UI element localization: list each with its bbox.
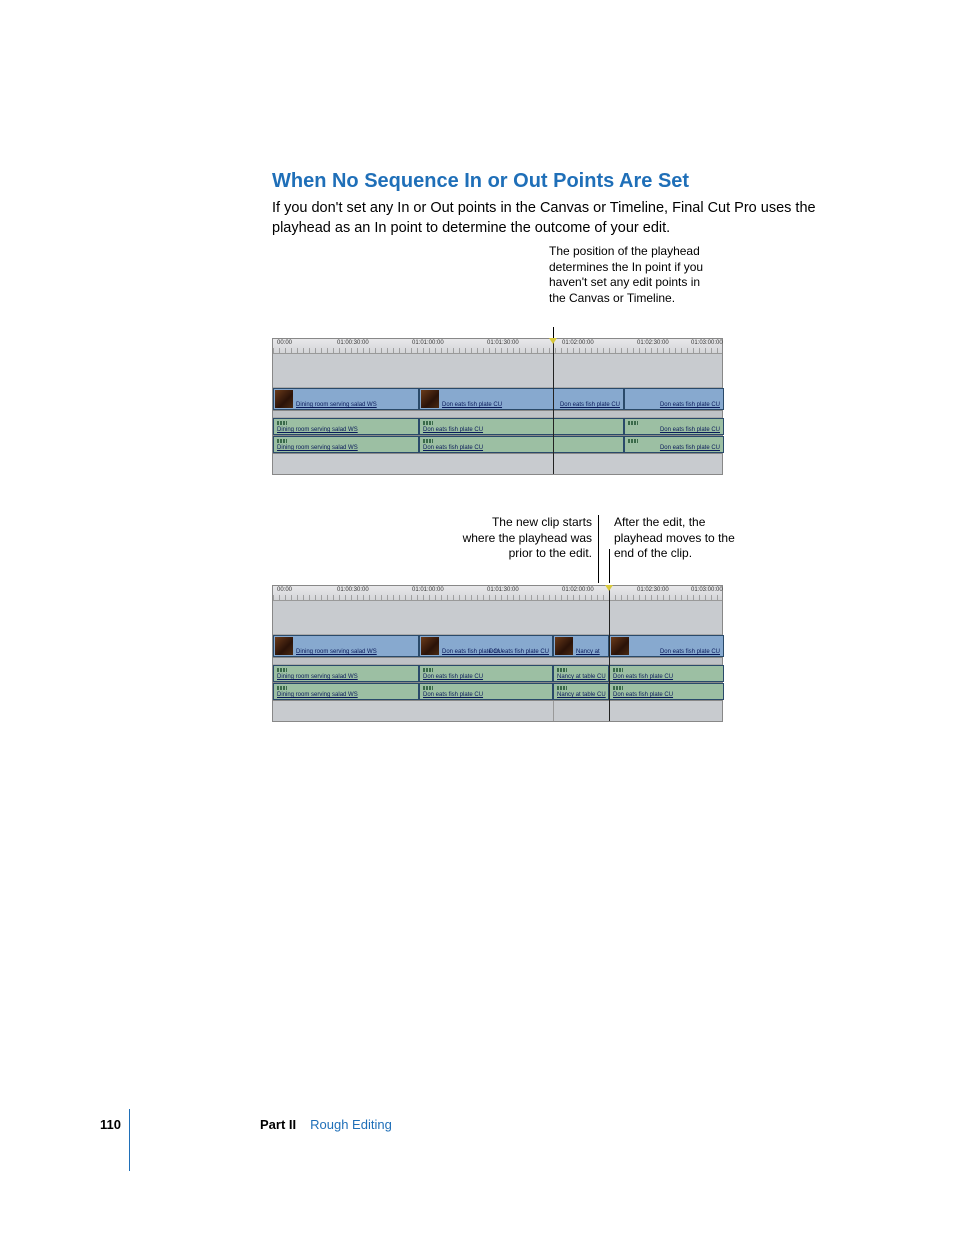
clip-label: Dining room serving salad WS [277,445,358,451]
audio-eq-icon [628,439,638,443]
clip-label: Don eats fish plate CU [660,445,720,451]
audio-eq-icon [628,421,638,425]
audio-eq-icon [277,421,287,425]
timecode-label: 00:00 [277,587,292,593]
audio-track-1: Dining room serving salad WS Don eats fis… [273,665,722,683]
video-track: Dining room serving salad WS Don eats fis… [273,635,722,658]
audio-eq-icon [277,686,287,690]
audio-clip: Don eats fish plate CU [609,665,724,682]
clip-thumbnail [421,390,439,408]
audio-eq-icon [613,686,623,690]
clip-thumbnail [555,637,573,655]
audio-clip: Don eats fish plate CU [419,665,553,682]
timecode-label: 01:01:00:00 [412,340,444,346]
audio-eq-icon [277,439,287,443]
timeline-ruler: 00:00 01:00:30:00 01:01:00:00 01:01:30:00 01… [273,586,722,601]
audio-track-2: Dining room serving salad WS Don eats fis… [273,436,722,454]
clip-label: Don eats fish plate CU [560,402,620,408]
timecode-label: 01:01:00:00 [412,587,444,593]
audio-clip: Nancy at table CU [553,683,609,700]
clip-label: Dining room serving salad WS [277,427,358,433]
clip-thumbnail [421,637,439,655]
playhead-icon [609,586,610,721]
section-heading: When No Sequence In or Out Points Are Se… [272,170,839,193]
timeline-after: 00:00 01:00:30:00 01:01:00:00 01:01:30:00 01… [272,585,723,722]
audio-clip: Dining room serving salad WS [273,665,419,682]
annotation-new-clip: The new clip starts where the playhead w… [458,515,592,562]
clip-label: Nancy at [576,649,600,655]
clip-label: Don eats fish plate CU [660,402,720,408]
audio-eq-icon [423,439,433,443]
audio-clip: Don eats fish plate CU [419,436,624,453]
clip-label: Don eats fish plate CU [423,427,483,433]
timeline-ruler: 00:00 01:00:30:00 01:01:00:00 01:01:30:00 01… [273,339,722,354]
audio-track-1: Dining room serving salad WS Don eats fis… [273,418,722,436]
video-clip: Dining room serving salad WS [273,635,419,657]
clip-label: Don eats fish plate CU [660,427,720,433]
audio-eq-icon [423,668,433,672]
audio-clip: Don eats fish plate CU [609,683,724,700]
audio-track-2: Dining room serving salad WS Don eats fis… [273,683,722,701]
timecode-label: 01:03:00:00 [691,340,723,346]
audio-clip: Dining room serving salad WS [273,436,419,453]
video-clip: Nancy at [553,635,609,657]
timecode-label: 01:01:30:00 [487,340,519,346]
audio-clip: Don eats fish plate CU [624,418,724,435]
clip-thumbnail [275,390,293,408]
timecode-label: 01:03:00:00 [691,587,723,593]
clip-label: Dining room serving salad WS [296,649,377,655]
playhead-icon [553,339,554,474]
video-clip: Dining room serving salad WS [273,388,419,410]
audio-clip: Nancy at table CU [553,665,609,682]
audio-eq-icon [277,668,287,672]
callout-line [609,549,610,583]
video-track: Dining room serving salad WS Don eats fis… [273,388,722,411]
audio-clip: Dining room serving salad WS [273,418,419,435]
video-clip: Don eats fish plate CU [609,635,724,657]
timecode-label: 01:02:00:00 [562,340,594,346]
clip-label: Don eats fish plate CU [660,649,720,655]
audio-eq-icon [557,668,567,672]
clip-label: Don eats fish plate CU [613,692,673,698]
part-label: Part IIRough Editing [260,1117,392,1132]
audio-eq-icon [557,686,567,690]
clip-label: Nancy at table CU [557,674,606,680]
timecode-label: 01:00:30:00 [337,340,369,346]
timecode-label: 01:02:00:00 [562,587,594,593]
clip-label: Don eats fish plate CU [442,402,502,408]
audio-eq-icon [423,421,433,425]
clip-label: Don eats fish plate CU [489,649,549,655]
audio-eq-icon [613,668,623,672]
video-clip: Don eats fish plate CU Don eats fish plat… [419,388,624,410]
timecode-label: 01:02:30:00 [637,340,669,346]
body-paragraph: If you don't set any In or Out points in… [272,199,839,238]
clip-label: Don eats fish plate CU [423,692,483,698]
clip-label: Dining room serving salad WS [296,402,377,408]
callout-line [553,327,554,338]
timecode-label: 01:02:30:00 [637,587,669,593]
clip-label: Nancy at table CU [557,692,606,698]
clip-label: Don eats fish plate CU [613,674,673,680]
clip-label: Don eats fish plate CU [423,445,483,451]
clip-thumbnail [611,637,629,655]
timeline-before: 00:00 01:00:30:00 01:01:00:00 01:01:30:00 01… [272,338,723,475]
annotation-after-edit: After the edit, the playhead moves to th… [614,515,744,562]
timecode-label: 01:01:30:00 [487,587,519,593]
audio-clip: Dining room serving salad WS [273,683,419,700]
audio-eq-icon [423,686,433,690]
callout-line [598,515,599,583]
audio-clip: Don eats fish plate CU [624,436,724,453]
annotation-playhead-desc: The position of the playhead determines … [549,244,719,306]
video-clip: Don eats fish plate CU [624,388,724,410]
timecode-label: 01:00:30:00 [337,587,369,593]
audio-clip: Don eats fish plate CU [419,418,624,435]
video-clip: Don eats fish plate CUDon eats fish plat… [419,635,553,657]
clip-label: Don eats fish plate CU [423,674,483,680]
audio-clip: Don eats fish plate CU [419,683,553,700]
clip-thumbnail [275,637,293,655]
page-number: 110 [100,1117,121,1132]
clip-label: Dining room serving salad WS [277,692,358,698]
clip-label: Dining room serving salad WS [277,674,358,680]
timecode-label: 00:00 [277,340,292,346]
